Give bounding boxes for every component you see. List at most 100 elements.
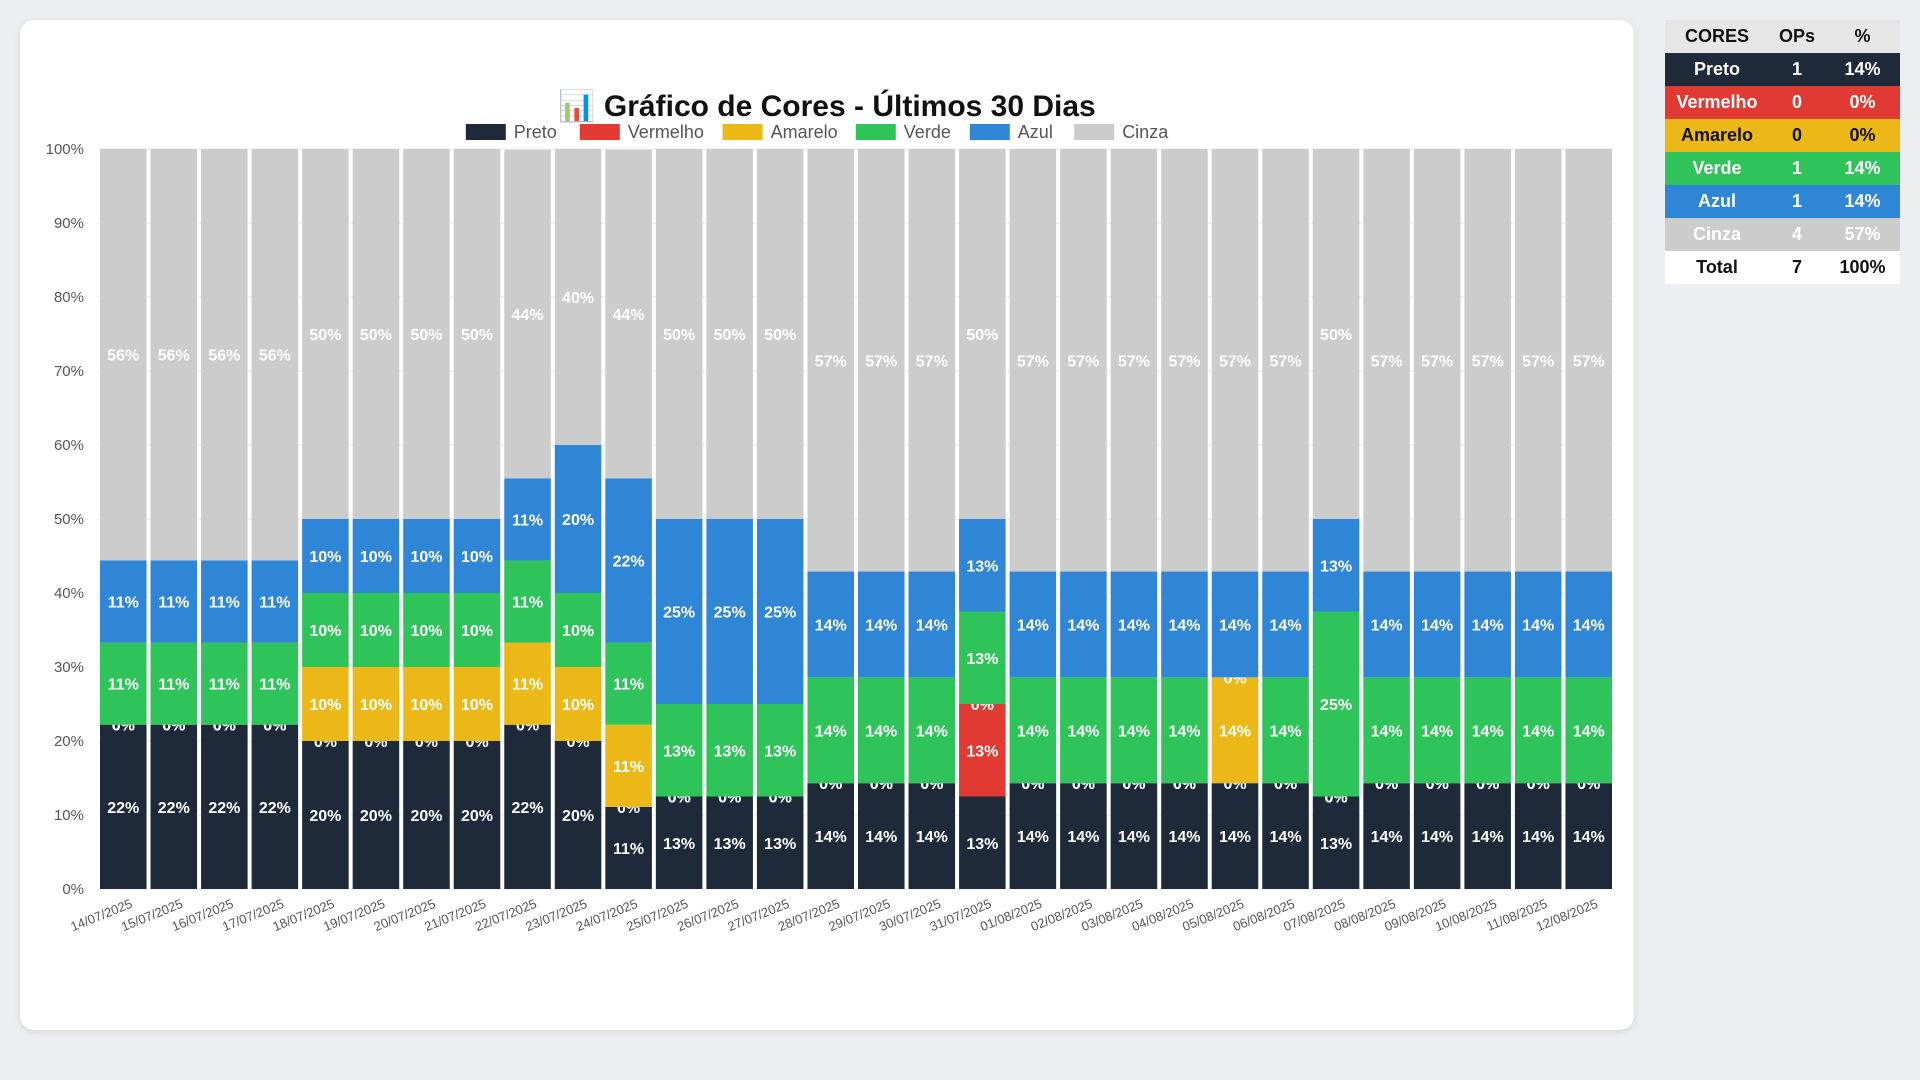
data-label-verde: 13% — [663, 743, 695, 760]
summary-row-vermelho: Vermelho 0 0% — [1665, 86, 1900, 119]
bar-segment-cinza — [655, 149, 703, 519]
bar-segment-azul — [1464, 571, 1511, 678]
data-label-azul: 10% — [410, 549, 442, 566]
data-label-verde: 14% — [1168, 723, 1200, 740]
row-ops: 1 — [1791, 59, 1802, 79]
bar-segment-azul — [1262, 571, 1309, 678]
bar-segment-preto — [352, 741, 400, 889]
bar-segment-cinza — [352, 149, 400, 519]
bar-segment-amarelo — [504, 642, 551, 725]
bar-segment-cinza — [959, 149, 1006, 519]
bar-segment-cinza — [100, 149, 147, 561]
bar-segment-preto — [1565, 783, 1612, 889]
data-label-preto: 22% — [107, 800, 139, 817]
bar-segment-azul — [1363, 571, 1410, 678]
data-label-azul: 10% — [309, 549, 341, 566]
bar-segment-cinza — [1565, 149, 1612, 572]
data-label-verde: 25% — [1320, 697, 1352, 714]
bar-segment-preto — [1464, 783, 1511, 889]
data-label-preto: 13% — [1320, 836, 1352, 853]
color-summary-table: CORES OPs % Preto 1 14% Vermelho 0 0% Am… — [1665, 20, 1900, 284]
data-label-cinza: 56% — [158, 348, 190, 365]
bar-segment-verde — [756, 704, 804, 797]
data-label-verde: 11% — [613, 677, 644, 694]
data-label-azul: 10% — [360, 549, 392, 566]
bar-segment-cinza — [1211, 149, 1259, 572]
data-label-cinza: 50% — [764, 327, 796, 344]
bar-segment-cinza — [1312, 149, 1360, 519]
bar-segment-verde — [1514, 677, 1562, 784]
data-label-azul: 14% — [1219, 617, 1251, 634]
bar-segment-azul — [352, 519, 400, 593]
bar-segment-amarelo — [605, 724, 652, 807]
bar-segment-verde — [352, 593, 400, 667]
data-label-azul: 25% — [764, 605, 796, 622]
data-label-verde: 11% — [209, 677, 240, 694]
data-label-azul: 11% — [158, 595, 189, 612]
data-label-preto: 14% — [916, 829, 948, 846]
bar-segment-preto — [1110, 783, 1158, 889]
legend-swatch-cinza — [1074, 124, 1115, 140]
data-label-preto: 22% — [512, 800, 544, 817]
bar-segment-preto — [100, 724, 147, 889]
data-label-preto: 14% — [815, 829, 847, 846]
bar-segment-preto — [504, 724, 551, 889]
bar-segment-cinza — [1110, 149, 1158, 572]
bar-segment-verde — [201, 642, 248, 725]
legend-label-preto: Preto — [514, 122, 557, 142]
data-label-cinza: 57% — [1067, 353, 1099, 370]
bar-segment-cinza — [1060, 149, 1107, 572]
data-label-preto: 20% — [410, 808, 442, 825]
legend-swatch-preto — [465, 124, 506, 140]
data-label-verde: 14% — [1017, 723, 1049, 740]
bar-segment-amarelo — [1211, 677, 1259, 784]
bar-segment-azul — [251, 560, 299, 643]
data-label-cinza: 57% — [1573, 353, 1605, 370]
bar-segment-verde — [908, 677, 956, 784]
data-label-verde: 11% — [512, 595, 543, 612]
data-label-cinza: 40% — [562, 290, 594, 307]
data-label-cinza: 50% — [309, 327, 341, 344]
bar-segment-verde — [403, 593, 450, 667]
bar-segment-azul — [554, 445, 602, 593]
bar-segment-cinza — [706, 149, 753, 519]
data-label-verde: 10% — [461, 623, 493, 640]
row-percent: 57% — [1844, 224, 1881, 244]
data-label-cinza: 57% — [1219, 353, 1251, 370]
legend-label-amarelo: Amarelo — [771, 122, 838, 142]
bar-segment-verde — [504, 560, 551, 643]
data-label-verde: 14% — [1067, 723, 1099, 740]
data-label-preto: 13% — [764, 836, 796, 853]
bar-segment-preto — [453, 741, 501, 889]
data-label-verde: 10% — [410, 623, 442, 640]
data-label-preto: 14% — [1522, 829, 1554, 846]
y-tick-label: 10% — [54, 807, 84, 824]
header-cores: CORES — [1665, 20, 1769, 53]
total-label: Total — [1696, 257, 1738, 277]
data-label-preto: 14% — [1168, 829, 1200, 846]
data-label-cinza: 57% — [815, 353, 847, 370]
bar-segment-azul — [150, 560, 198, 643]
header-percent: % — [1825, 20, 1900, 53]
data-label-verde: 14% — [1573, 723, 1605, 740]
bar-segment-azul — [504, 478, 551, 561]
summary-row-azul: Azul 1 14% — [1665, 185, 1900, 218]
bar-segment-cinza — [1009, 149, 1057, 572]
data-label-amarelo: 11% — [512, 677, 543, 694]
data-label-cinza: 57% — [1522, 353, 1554, 370]
data-label-verde: 14% — [1421, 723, 1453, 740]
data-label-cinza: 57% — [1118, 353, 1150, 370]
bar-segment-verde — [251, 642, 299, 725]
data-label-preto: 14% — [1219, 829, 1251, 846]
bar-segment-azul — [706, 519, 753, 704]
bar-segment-azul — [605, 478, 652, 643]
bar-segment-cinza — [605, 149, 652, 479]
data-label-preto: 22% — [259, 800, 291, 817]
data-label-cinza: 57% — [865, 353, 897, 370]
data-label-verde: 14% — [1118, 723, 1150, 740]
bar-segment-azul — [201, 560, 248, 643]
data-label-azul: 14% — [1573, 617, 1605, 634]
data-label-azul: 25% — [714, 605, 746, 622]
data-label-preto: 20% — [309, 808, 341, 825]
bar-segment-verde — [1060, 677, 1107, 784]
